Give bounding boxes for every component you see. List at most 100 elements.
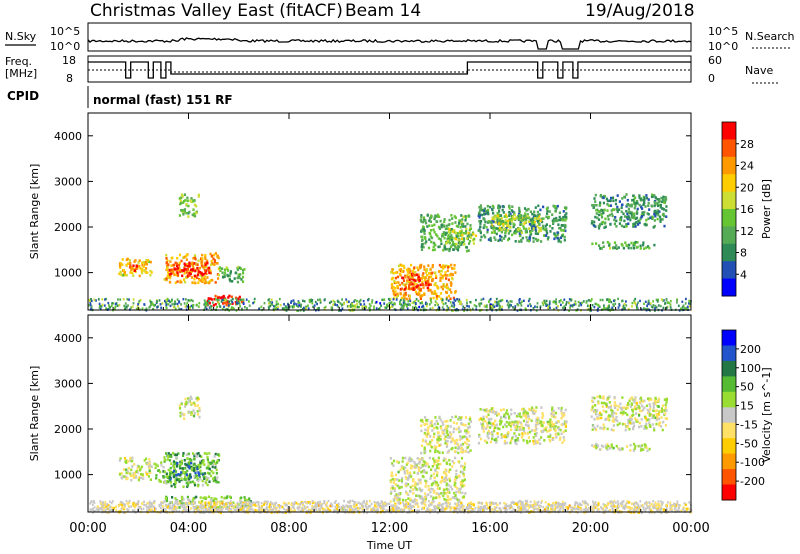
range-cell xyxy=(395,493,398,496)
range-cell xyxy=(634,301,637,305)
range-cell xyxy=(220,296,223,300)
range-cell xyxy=(554,209,557,213)
range-cell xyxy=(375,505,378,509)
range-cell xyxy=(203,281,206,285)
range-cell xyxy=(532,307,535,310)
range-cell xyxy=(419,283,422,287)
range-cell xyxy=(195,469,198,472)
range-cell xyxy=(503,237,506,240)
range-cell xyxy=(183,413,186,416)
range-cell xyxy=(451,487,454,491)
range-cell xyxy=(420,216,423,219)
range-cell xyxy=(351,304,354,308)
range-cell xyxy=(483,218,486,221)
range-cell xyxy=(457,427,461,430)
range-cell xyxy=(208,472,211,475)
range-cell xyxy=(171,303,174,306)
range-cell xyxy=(410,475,413,478)
range-cell xyxy=(191,264,194,267)
range-cell xyxy=(215,497,218,501)
range-cell xyxy=(419,266,422,270)
range-cell xyxy=(184,397,187,401)
range-cell xyxy=(490,221,493,225)
range-cell xyxy=(655,306,658,309)
range-cell xyxy=(535,406,538,409)
range-cell xyxy=(519,421,522,424)
range-cell xyxy=(446,506,449,510)
range-cell xyxy=(398,492,402,496)
range-cell xyxy=(642,203,645,206)
range-cell xyxy=(194,257,197,261)
range-cell xyxy=(487,506,490,510)
range-cell xyxy=(345,298,348,301)
range-cell xyxy=(448,265,451,268)
range-cell xyxy=(449,281,452,284)
range-cell xyxy=(514,425,517,429)
range-cell xyxy=(394,502,397,506)
range-cell xyxy=(200,279,203,282)
range-cell xyxy=(166,274,169,278)
range-cell xyxy=(172,471,175,475)
range-cell xyxy=(411,464,414,468)
range-cell xyxy=(238,300,241,304)
range-cell xyxy=(497,229,500,232)
range-cell xyxy=(424,276,427,280)
range-cell xyxy=(627,203,630,206)
range-cell xyxy=(685,507,688,511)
range-cell xyxy=(461,465,464,469)
range-cell xyxy=(223,271,227,274)
range-cell xyxy=(415,273,418,277)
range-cell xyxy=(133,269,137,272)
range-cell xyxy=(545,505,548,509)
range-cell xyxy=(427,493,430,496)
range-cell xyxy=(470,501,473,504)
range-cell xyxy=(400,303,402,306)
range-cell xyxy=(196,263,199,267)
range-cell xyxy=(179,268,182,272)
range-cell xyxy=(138,476,141,480)
range-cell xyxy=(426,418,430,422)
range-cell xyxy=(150,301,152,304)
range-cell xyxy=(404,490,408,494)
range-cell xyxy=(495,441,498,444)
range-cell xyxy=(408,294,411,298)
range-cell xyxy=(121,503,124,507)
range-cell xyxy=(275,300,278,303)
range-cell xyxy=(453,450,456,453)
range-cell xyxy=(193,277,196,281)
range-cell xyxy=(680,509,683,513)
range-cell xyxy=(286,508,289,512)
range-cell xyxy=(536,501,539,504)
range-cell xyxy=(506,223,509,226)
range-cell xyxy=(241,298,244,302)
range-cell xyxy=(182,470,186,474)
range-cell xyxy=(676,298,678,302)
range-cell xyxy=(410,287,413,290)
range-cell xyxy=(130,306,132,309)
range-cell xyxy=(190,270,193,273)
range-cell xyxy=(426,280,429,283)
range-cell xyxy=(95,299,97,302)
range-cell xyxy=(399,302,401,306)
range-cell xyxy=(220,495,223,499)
range-cell xyxy=(538,213,541,216)
range-cell xyxy=(546,507,550,510)
range-cell xyxy=(418,460,422,464)
range-cell xyxy=(486,424,489,427)
range-cell xyxy=(392,302,395,306)
range-cell xyxy=(134,503,137,507)
range-cell xyxy=(186,495,189,499)
range-cell xyxy=(430,483,433,487)
range-cell xyxy=(155,476,158,480)
range-cell xyxy=(217,506,220,509)
range-cell xyxy=(437,303,439,307)
range-cell xyxy=(460,302,462,306)
range-cell xyxy=(440,427,443,430)
nsky-tick-top: 10^5 xyxy=(50,25,80,38)
range-cell xyxy=(446,440,449,443)
range-cell xyxy=(211,465,214,469)
range-cell xyxy=(480,422,483,426)
range-cell xyxy=(685,297,687,301)
range-cell xyxy=(660,200,663,204)
range-cell xyxy=(399,468,402,472)
